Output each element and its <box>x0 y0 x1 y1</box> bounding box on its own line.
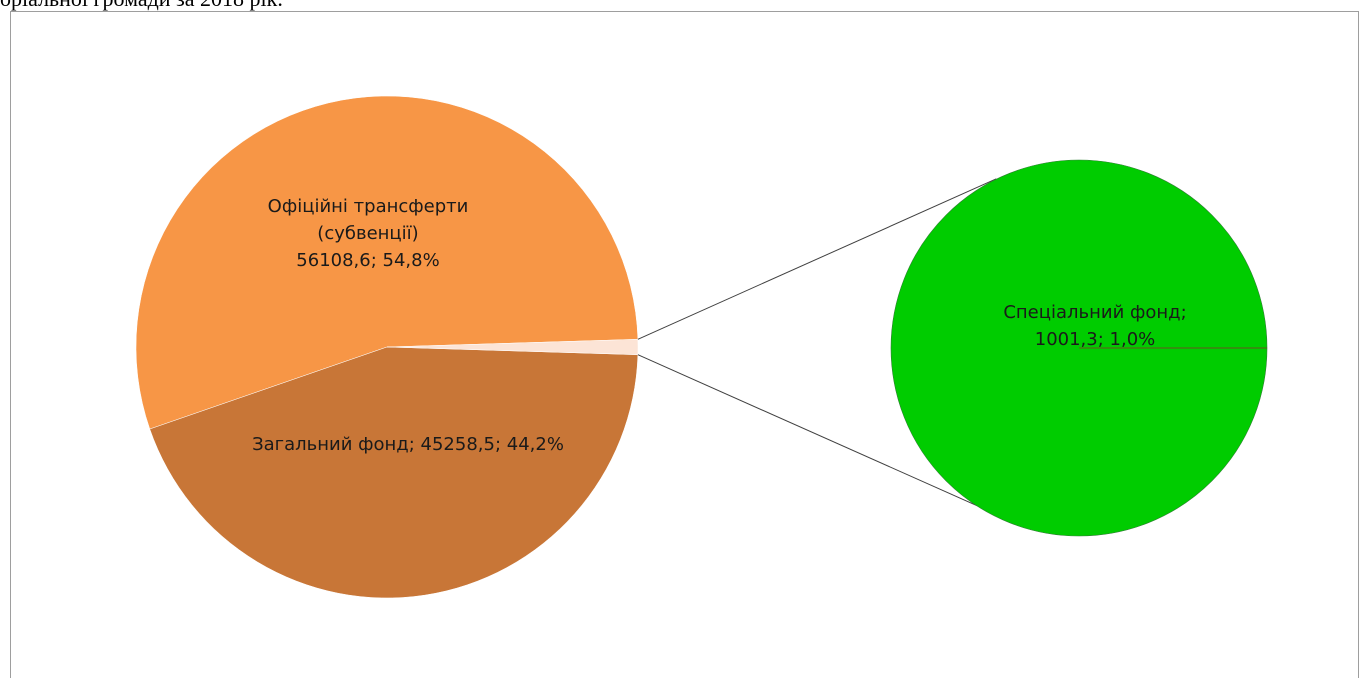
document-caption-fragment: оріальної громади за 2018 рік. <box>0 0 1369 14</box>
connector-line-bottom <box>637 354 1012 522</box>
label-line: 56108,6; 54,8% <box>296 250 439 271</box>
slice-general-fund <box>149 346 639 599</box>
label-line: 1001,3; 1,0% <box>1035 329 1156 350</box>
connector-lines <box>637 178 1012 522</box>
label-special-fund: Спеціальний фонд; 1001,3; 1,0% <box>1003 302 1186 350</box>
label-general-fund: Загальний фонд; 45258,5; 44,2% <box>252 434 564 455</box>
label-line: (субвенції) <box>317 223 418 244</box>
data-labels: Офіційні трансферти (субвенції) 56108,6; 5… <box>252 196 1187 455</box>
main-pie <box>135 95 639 599</box>
connector-line-top <box>637 178 997 340</box>
pie-of-pie-chart: Офіційні трансферти (субвенції) 56108,6; 5… <box>135 95 1268 599</box>
label-line: Загальний фонд; 45258,5; 44,2% <box>252 434 564 455</box>
slice-other-expanded <box>386 339 639 355</box>
label-line: Спеціальний фонд; <box>1003 302 1186 323</box>
label-official-transfers: Офіційні трансферти (субвенції) 56108,6; 5… <box>268 196 469 271</box>
slice-official-transfers <box>135 95 639 430</box>
label-line: Офіційні трансферти <box>268 196 469 217</box>
secondary-pie <box>890 159 1268 537</box>
chart-frame: Офіційні трансферти (субвенції) 56108,6; 5… <box>10 11 1359 678</box>
